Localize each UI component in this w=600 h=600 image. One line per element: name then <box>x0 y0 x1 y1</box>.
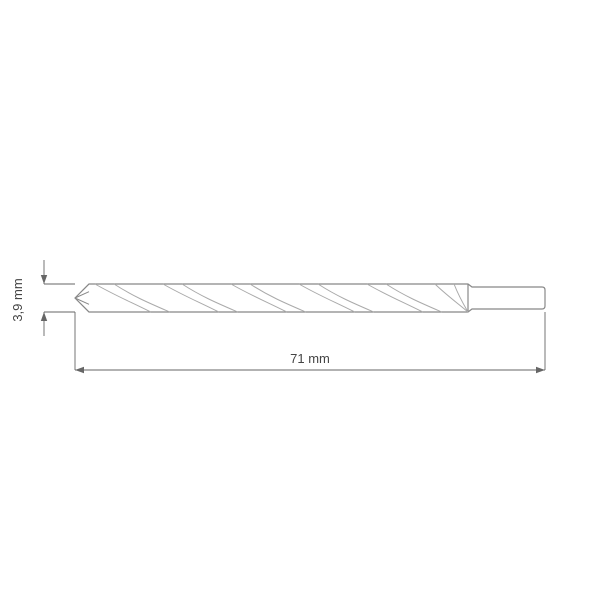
dim-diameter-label: 3,9 mm <box>10 278 25 321</box>
dim-length-label: 71 mm <box>290 351 330 366</box>
drill-body-outline <box>75 284 545 312</box>
drill-bit-diagram: 3,9 mm 71 mm <box>0 0 600 600</box>
